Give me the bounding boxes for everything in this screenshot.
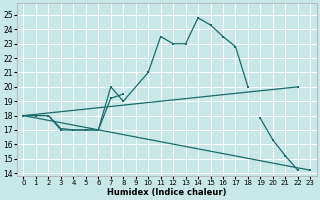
- X-axis label: Humidex (Indice chaleur): Humidex (Indice chaleur): [107, 188, 227, 197]
